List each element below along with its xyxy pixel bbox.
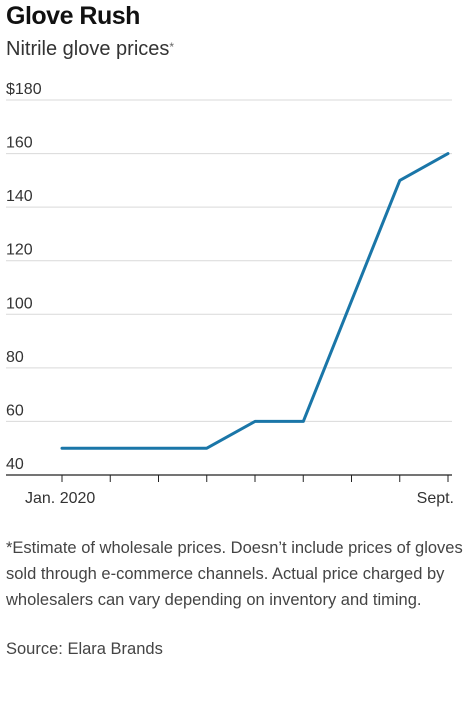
x-axis-layer: Jan. 2020 Sept.	[6, 474, 454, 507]
line-chart: 40 60 80 100 120 140 160 $180 Jan. 2020 Sept.	[6, 81, 454, 507]
footnote: *Estimate of wholesale prices. Doesn’t i…	[6, 539, 463, 609]
y-tick-label-120: 120	[6, 242, 33, 259]
series-layer	[60, 152, 450, 450]
y-tick-label-140: 140	[6, 188, 33, 205]
chart-subtitle-text: Nitrile glove prices	[6, 38, 170, 60]
series-line-nitrile-glove-prices	[60, 152, 450, 450]
y-tick-label-80: 80	[6, 349, 24, 366]
y-tick-label-layer: 40 60 80 100 120 140 160 $180	[6, 81, 42, 473]
x-tick-label-8: Sept.	[417, 490, 454, 507]
y-tick-label-100: 100	[6, 295, 33, 312]
grid-layer	[6, 99, 452, 422]
y-tick-label-160: 160	[6, 135, 33, 152]
y-tick-label-60: 60	[6, 402, 24, 419]
y-tick-label-40: 40	[6, 456, 24, 473]
y-tick-label-180: $180	[6, 81, 42, 98]
subtitle-footnote-marker: *	[169, 40, 175, 54]
chart-subtitle: Nitrile glove prices*	[6, 38, 174, 61]
x-tick-label-0: Jan. 2020	[25, 490, 95, 507]
chart-title: Glove Rush	[6, 2, 140, 30]
source-note: Source: Elara Brands	[6, 640, 163, 658]
